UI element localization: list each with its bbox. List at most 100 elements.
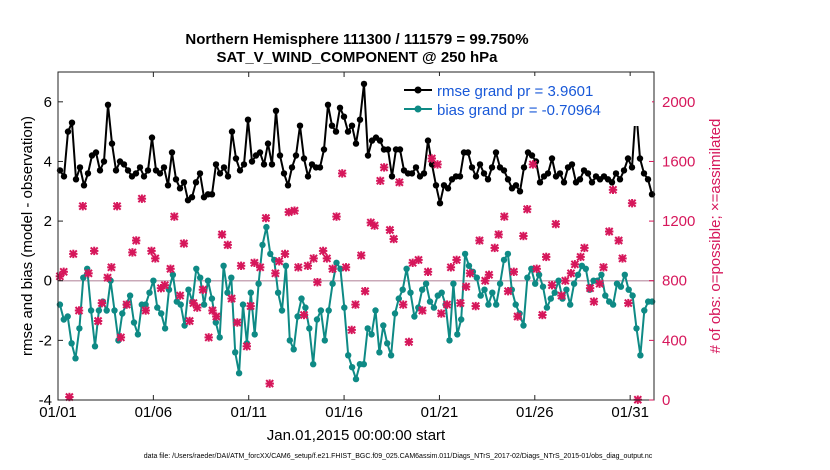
obs-count-marker [337, 169, 347, 178]
rmse-point [104, 101, 112, 109]
bias-point [150, 277, 157, 284]
legend-rmse-label: rmse grand pr = 3.9601 [437, 83, 593, 100]
bias-point [403, 265, 410, 272]
rmse-point [504, 176, 512, 183]
bias-point [208, 295, 216, 302]
bias-point [274, 289, 282, 296]
obs-count-marker [566, 269, 576, 278]
bias-point [500, 256, 508, 264]
rmse-point [516, 188, 524, 195]
obs-count-marker [541, 252, 551, 262]
rmse-point [256, 149, 264, 156]
y-right-tick-label: 1200 [662, 213, 695, 230]
bias-point [348, 364, 356, 371]
obs-count-marker [528, 160, 538, 169]
obs-count-marker [131, 236, 141, 245]
obs-count-marker [274, 257, 284, 266]
obs-count-marker [404, 337, 414, 347]
bias-point [341, 304, 348, 311]
obs-count-marker [347, 325, 356, 335]
bias-point [68, 340, 75, 347]
bias-point [625, 286, 632, 293]
rmse-point [480, 170, 488, 177]
bias-point [395, 295, 402, 302]
rmse-point [300, 155, 308, 162]
obs-count-marker [137, 194, 147, 203]
bias-point [407, 289, 414, 296]
obs-count-marker [170, 212, 179, 221]
obs-count-marker [465, 269, 475, 278]
obs-count-marker [503, 286, 513, 296]
y-right-tick-label: 2000 [662, 94, 695, 111]
bias-point [306, 325, 313, 332]
obs-count-marker [128, 248, 137, 257]
bias-point [64, 313, 71, 320]
legend-bias-label: bias grand pr = -0.70964 [437, 102, 601, 119]
obs-count-marker [227, 294, 236, 303]
bias-point [247, 289, 254, 296]
bias-point [547, 295, 554, 302]
obs-count-marker [437, 309, 446, 318]
y-left-tick-label: 2 [44, 213, 52, 230]
obs-count-marker [500, 212, 509, 221]
obs-count-marker [233, 318, 242, 327]
rmse-point [444, 185, 452, 192]
bias-point [364, 325, 371, 332]
obs-count-marker [547, 280, 557, 290]
bias-point [216, 334, 223, 341]
bias-point [197, 274, 204, 281]
bias-point [539, 283, 547, 290]
legend-rmse-marker [414, 86, 422, 94]
obs-count-marker [166, 264, 175, 274]
plot-area [58, 72, 654, 400]
obs-count-marker [360, 286, 370, 296]
obs-count-marker [433, 160, 442, 169]
rmse-point [84, 170, 92, 177]
obs-count-marker [480, 276, 490, 285]
rmse-point [120, 161, 128, 168]
bias-point [633, 325, 640, 332]
obs-count-marker [551, 219, 561, 229]
bias-point [259, 241, 266, 249]
bias-point [384, 340, 391, 347]
obs-count-marker [223, 240, 232, 250]
rmse-point [176, 185, 184, 192]
obs-count-marker [414, 255, 423, 265]
obs-count-marker [442, 300, 452, 309]
rmse-point [224, 173, 232, 180]
y-right-tick-label: 1600 [662, 153, 695, 170]
y-left-tick-label: 6 [44, 94, 52, 111]
bias-point [294, 313, 301, 320]
bias-point [72, 355, 79, 362]
x-tick-label: 01/11 [231, 404, 267, 421]
bias-point [333, 259, 340, 266]
bias-point [524, 274, 531, 281]
rmse-point [324, 101, 332, 109]
obs-count-marker [627, 198, 637, 208]
bias-point [532, 280, 539, 287]
rmse-point [148, 134, 156, 141]
obs-count-marker [78, 201, 88, 211]
obs-count-marker [328, 264, 337, 274]
rmse-point [556, 170, 564, 177]
obs-count-marker [471, 301, 480, 311]
bias-point [617, 283, 625, 290]
rmse-point [500, 167, 508, 174]
obs-count-marker [452, 255, 461, 265]
bias-point [345, 352, 352, 359]
bias-point [232, 349, 239, 356]
chart-title-line2: SAT_V_WIND_COMPONENT @ 250 hPa [216, 49, 498, 66]
bias-point [481, 286, 488, 293]
bias-point [543, 304, 551, 311]
rmse-point [288, 164, 296, 171]
obs-count-marker [561, 276, 570, 285]
rmse-point [304, 173, 312, 180]
rmse-point [432, 182, 440, 189]
bias-point [563, 286, 570, 293]
obs-count-marker [570, 260, 580, 269]
rmse-point [360, 80, 368, 88]
bias-point [212, 319, 219, 326]
rmse-point [172, 176, 180, 183]
rmse-point [568, 161, 576, 168]
obs-count-marker [618, 254, 627, 263]
